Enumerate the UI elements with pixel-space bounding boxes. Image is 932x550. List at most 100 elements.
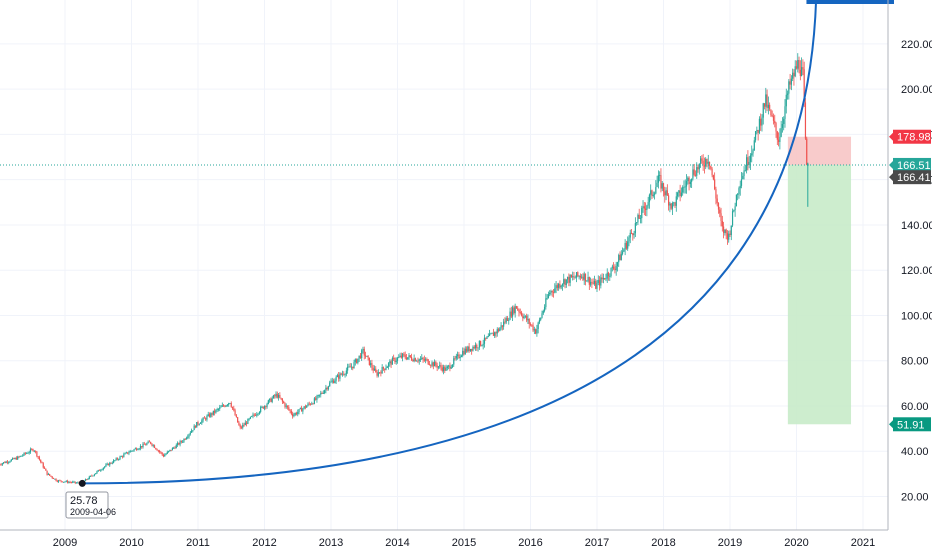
candle-body [261, 406, 263, 408]
candle-body [432, 362, 434, 367]
candle-body [665, 190, 667, 196]
candle-body [96, 471, 98, 474]
candle-body [258, 411, 260, 414]
candle-body [243, 424, 245, 426]
candle-body [621, 251, 624, 254]
profit-target-zone[interactable] [787, 164, 852, 425]
candle-body [237, 417, 239, 423]
candle-body [519, 312, 521, 313]
candle-body [584, 273, 587, 282]
candle-body [477, 347, 479, 349]
candle-body [693, 169, 695, 175]
candle-body [281, 399, 284, 402]
candle-body [431, 362, 433, 366]
candle-body [710, 165, 712, 169]
candle-body [765, 94, 767, 107]
candle-body [412, 359, 414, 362]
candle-body [409, 355, 411, 358]
candle-body [666, 190, 668, 196]
candle-body [169, 449, 171, 451]
candle-body [482, 343, 484, 346]
candle-body [165, 453, 167, 455]
candle-body [394, 358, 396, 363]
curve-start-handle[interactable] [78, 479, 86, 487]
candle-body [671, 203, 674, 209]
candle-body [752, 150, 754, 154]
candle-body [708, 161, 711, 166]
candle-body [738, 188, 740, 195]
candle-body [558, 283, 560, 288]
candle-body [295, 413, 298, 415]
candle-body [364, 355, 367, 357]
candle-body [546, 297, 548, 299]
candle-body [252, 414, 254, 417]
candle-body [191, 430, 193, 433]
candle-body [514, 306, 516, 314]
candle-body [601, 277, 603, 280]
candle-body [185, 437, 188, 440]
candle-body [705, 159, 707, 167]
candle-body [322, 393, 324, 394]
candle-body [455, 355, 457, 359]
candle-body [476, 344, 478, 348]
candle-body [471, 348, 473, 351]
candle-body [13, 458, 15, 460]
candle-body [370, 363, 372, 366]
candle-body [464, 348, 466, 355]
candle-body [729, 233, 731, 235]
parabolic-curve-path[interactable] [82, 0, 817, 485]
candle-body [592, 282, 594, 284]
candle-body [118, 459, 120, 460]
parabolic-curve[interactable] [78, 0, 894, 487]
candle-body [754, 131, 757, 141]
candle-body [49, 473, 51, 476]
candle-body [469, 348, 471, 352]
candle-body [137, 449, 139, 451]
candle-body [350, 366, 353, 368]
candle-body [490, 333, 492, 335]
candle-body [8, 461, 10, 463]
candle-body [88, 476, 90, 479]
candle-body [508, 319, 510, 321]
candle-body [501, 325, 503, 327]
candle-body [180, 441, 182, 442]
candle-body [518, 309, 520, 313]
candle-body [207, 414, 209, 416]
stop-loss-zone[interactable] [787, 136, 852, 165]
candle-body [675, 196, 677, 206]
candle-body [618, 255, 620, 263]
candle-body [361, 350, 363, 359]
candle-body [235, 415, 237, 418]
x-tick-label: 2021 [851, 537, 875, 549]
candle-body [799, 69, 801, 77]
candle-body [513, 307, 515, 314]
candle-body [425, 359, 427, 361]
candle-body [606, 272, 608, 279]
candle-body [238, 422, 240, 426]
candle-body [460, 355, 463, 358]
candle-body [549, 292, 551, 295]
candle-body [721, 220, 723, 227]
candle-body [724, 229, 726, 233]
candle-body [430, 365, 432, 366]
candle-body [555, 285, 557, 289]
candle-body [324, 390, 326, 394]
candle-body [669, 203, 671, 206]
candle-body [793, 72, 795, 77]
candle-body [265, 406, 267, 407]
position-zones[interactable] [787, 136, 852, 425]
candle-body [387, 363, 390, 367]
candle-body [568, 276, 570, 283]
candle-body [680, 192, 683, 196]
candle-body [23, 452, 25, 456]
candle-body [714, 179, 716, 190]
candle-body [309, 403, 312, 405]
candle-body [0, 464, 2, 466]
candle-body [229, 403, 231, 404]
candle-body [136, 448, 138, 450]
candle-body [788, 81, 790, 94]
candle-body [197, 422, 199, 425]
candle-body [270, 398, 272, 402]
candle-body [97, 469, 99, 472]
